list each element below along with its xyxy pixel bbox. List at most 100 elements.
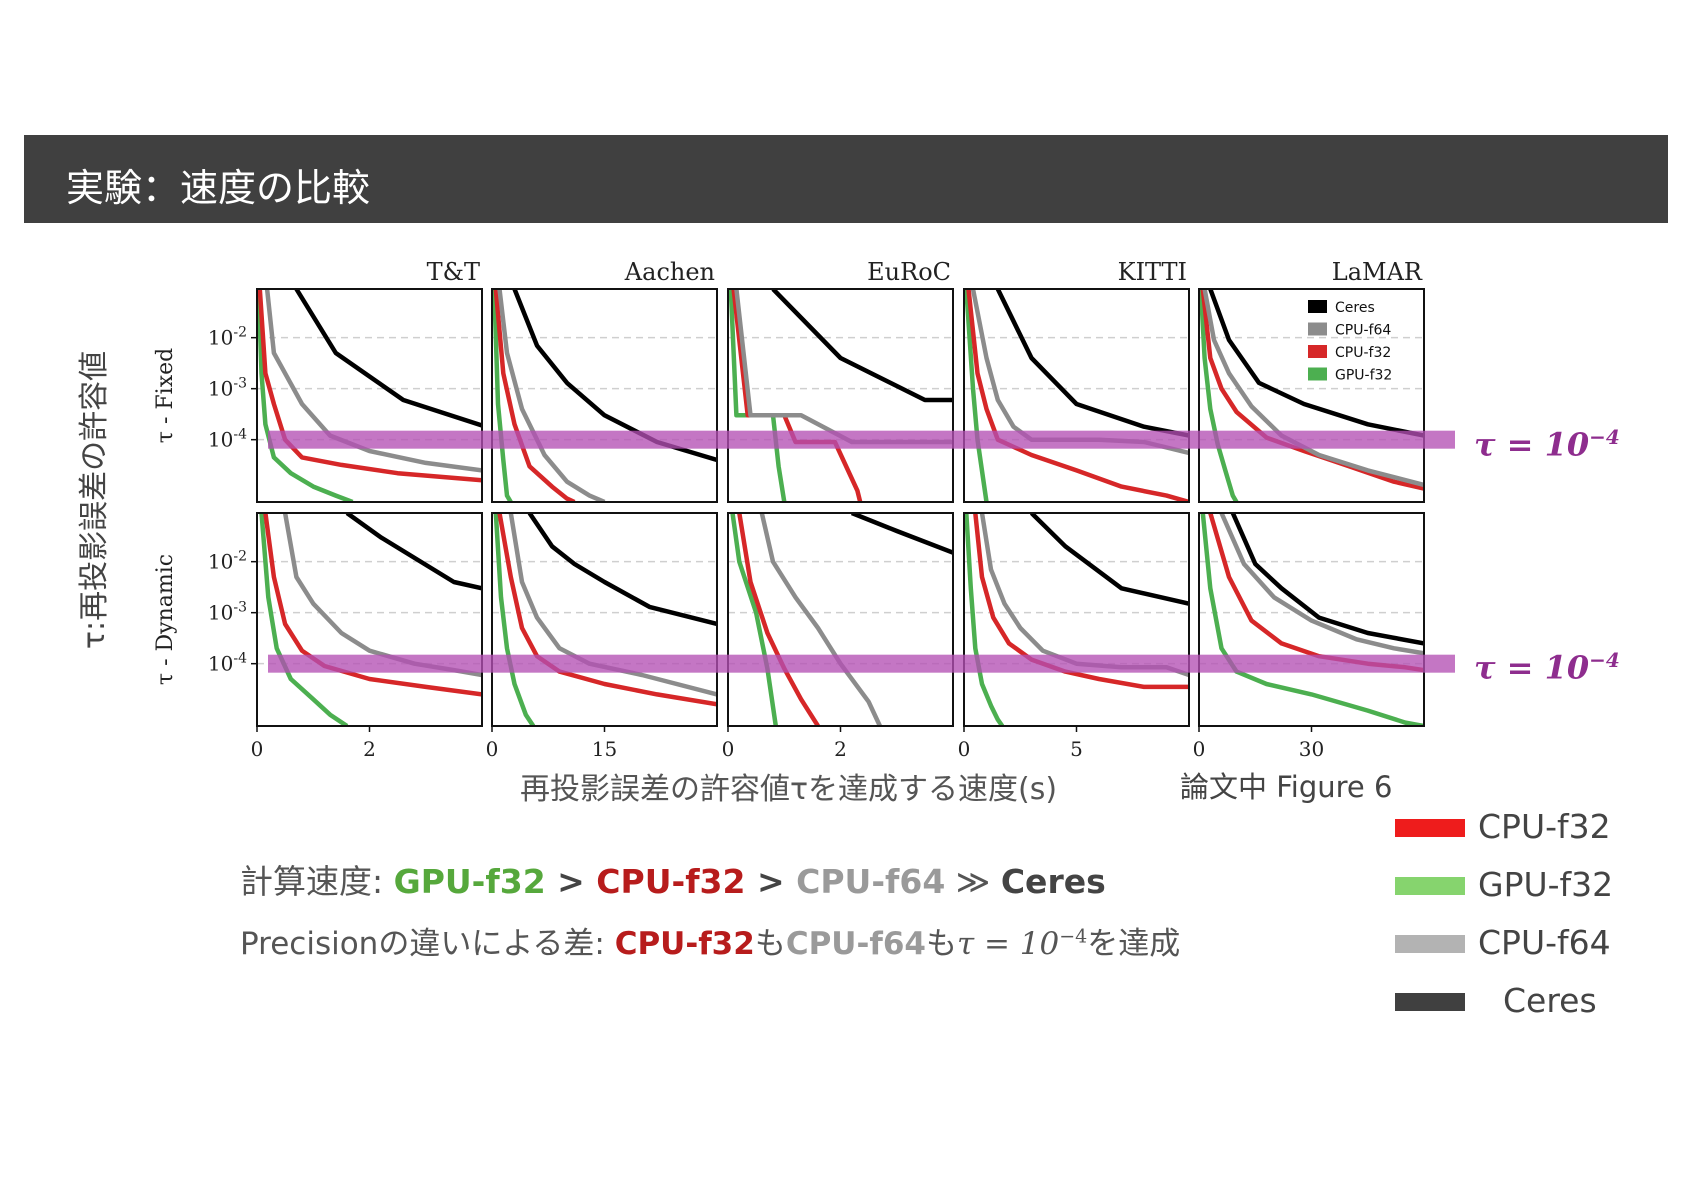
- panel-bg: [1199, 289, 1424, 502]
- summary-gpu-f32: GPU-f32: [393, 862, 546, 901]
- inner-legend-label: Ceres: [1335, 300, 1375, 316]
- series-gpu-f32: [492, 289, 513, 502]
- inner-legend-swatch: [1308, 345, 1327, 358]
- inner-legend-label: CPU-f64: [1335, 323, 1391, 339]
- side-legend-swatch: [1395, 819, 1465, 837]
- series-gpu-f32: [964, 513, 1005, 726]
- inner-legend-swatch: [1308, 367, 1327, 381]
- series-cpu-f64: [497, 289, 606, 502]
- panel-bg: [964, 513, 1189, 726]
- summary-tau-expr: τ = 10: [956, 926, 1060, 962]
- series-cpu-f64: [508, 513, 717, 697]
- y-tick-label: 10-4: [208, 651, 247, 676]
- panel-frame: [256, 288, 483, 503]
- series-gpu-f32: [964, 289, 989, 502]
- side-legend-label: Ceres: [1503, 981, 1597, 1020]
- series-ceres: [1230, 513, 1424, 646]
- summary-gt: >: [745, 862, 797, 901]
- x-tick-label: 5: [1070, 737, 1083, 761]
- x-tick-label: 0: [486, 737, 499, 761]
- y-tick-label: 10-2: [208, 325, 247, 350]
- row-label: τ - Fixed: [153, 348, 178, 443]
- summary-cpu-f64: CPU-f64: [796, 862, 946, 901]
- series-cpu-f32: [737, 513, 820, 726]
- panel-frame: [1198, 288, 1425, 503]
- panel-bg: [492, 513, 717, 726]
- series-ceres: [527, 513, 717, 627]
- tau-band: [268, 430, 1455, 449]
- panel-title: EuRoC: [867, 258, 951, 286]
- series-ceres: [995, 289, 1189, 438]
- summary-precision-prefix: Precisionの違いによる差:: [240, 926, 615, 962]
- summary-mo: も: [754, 926, 786, 962]
- tau-annotation-exp: −4: [1589, 648, 1620, 672]
- series-ceres: [1029, 513, 1189, 606]
- inner-legend-label: GPU-f32: [1335, 368, 1392, 384]
- panel-frame: [727, 288, 954, 503]
- series-ceres: [771, 289, 953, 403]
- figure-reference: 論文中 Figure 6: [1180, 770, 1393, 804]
- x-tick-label: 30: [1299, 737, 1324, 761]
- panel-title: KITTI: [1118, 258, 1187, 286]
- row-label: τ - Dynamic: [153, 554, 178, 685]
- summary-gt: >: [545, 862, 597, 901]
- summary-precision-cpu-f64: CPU-f64: [785, 926, 926, 962]
- summary-tassei: を達成: [1087, 926, 1181, 962]
- series-gpu-f32: [257, 289, 354, 502]
- page-title: 実験：速度の比較: [66, 166, 371, 210]
- side-legend-label: GPU-f32: [1478, 865, 1614, 904]
- side-legend-swatch: [1395, 935, 1465, 953]
- series-ceres: [1208, 289, 1424, 438]
- summary-speed-prefix: 計算速度:: [240, 862, 394, 901]
- tau-annotation-lhs: τ = 10: [1474, 648, 1590, 687]
- y-tick-label: 10-3: [208, 600, 247, 625]
- y-axis-label: τ:再投影誤差の許容値: [77, 351, 112, 649]
- side-legend-swatch: [1395, 877, 1465, 895]
- summary-speed: 計算速度: GPU-f32 > CPU-f32 > CPU-f64 ≫ Cere…: [240, 855, 1106, 903]
- panel-bg: [964, 289, 1189, 502]
- x-tick-label: 15: [592, 737, 617, 761]
- series-ceres: [345, 513, 482, 591]
- tau-band: [268, 654, 1455, 673]
- side-legend-label: CPU-f32: [1478, 807, 1611, 846]
- summary-tau-exp: −4: [1059, 925, 1088, 948]
- side-legend-swatch: [1395, 993, 1465, 1011]
- series-gpu-f32: [730, 513, 779, 726]
- inner-legend-label: CPU-f32: [1335, 345, 1391, 361]
- panel-title: LaMAR: [1332, 258, 1423, 286]
- y-tick-label: 10-2: [208, 549, 247, 574]
- series-gpu-f32: [1200, 513, 1424, 726]
- series-cpu-f32: [966, 289, 1189, 502]
- tau-annotation-lhs: τ = 10: [1474, 425, 1590, 464]
- panel-frame: [963, 288, 1190, 503]
- panel-frame: [491, 288, 718, 503]
- panel-bg: [728, 513, 953, 726]
- series-cpu-f64: [759, 513, 882, 726]
- tau-annotation-bottom: τ = 10−4: [1474, 648, 1620, 687]
- x-tick-label: 0: [958, 737, 971, 761]
- summary-precision-cpu-f32: CPU-f32: [614, 926, 755, 962]
- tau-annotation-exp: −4: [1589, 425, 1620, 449]
- series-ceres: [850, 513, 953, 555]
- header-bar: 実験：速度の比較: [24, 135, 1668, 223]
- inner-legend-swatch: [1308, 322, 1327, 336]
- series-cpu-f32: [493, 289, 576, 502]
- x-tick-label: 2: [834, 737, 847, 761]
- x-tick-label: 2: [363, 737, 376, 761]
- y-tick-label: 10-4: [208, 427, 247, 452]
- summary-much-greater: ≫: [945, 862, 1001, 901]
- panel-title: Aachen: [624, 258, 715, 286]
- x-tick-label: 0: [251, 737, 264, 761]
- inner-legend-swatch: [1308, 300, 1327, 313]
- panel-title: T&T: [427, 258, 480, 286]
- summary-mo: も: [925, 926, 957, 962]
- series-ceres: [294, 289, 482, 428]
- side-legend-label: CPU-f64: [1478, 923, 1611, 962]
- x-axis-label: 再投影誤差の許容値τを達成する速度(s): [520, 772, 1058, 807]
- x-tick-label: 0: [722, 737, 735, 761]
- series-gpu-f32: [259, 513, 349, 726]
- series-cpu-f64: [1219, 513, 1424, 656]
- series-cpu-f64: [1202, 289, 1424, 488]
- series-cpu-f64: [264, 289, 482, 473]
